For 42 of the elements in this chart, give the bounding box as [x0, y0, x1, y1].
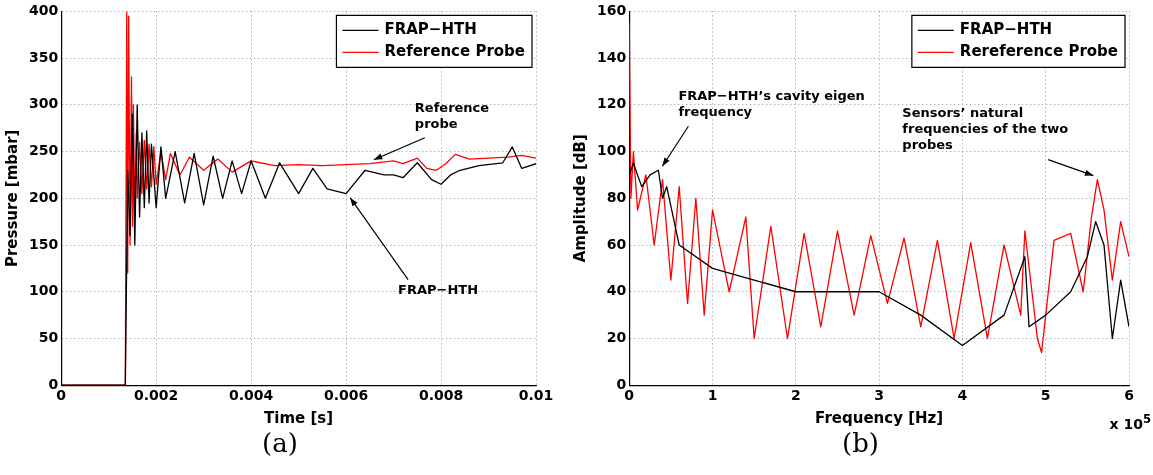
legend-label: Rereference Probe: [959, 42, 1118, 61]
text: (b): [842, 428, 879, 458]
annotation: Sensors’ natural frequencies of the two probes: [902, 105, 1069, 153]
text: (a): [261, 428, 299, 458]
y-tick-label: 80: [606, 188, 627, 205]
x-tick-label: 0.004: [228, 387, 274, 404]
y-tick-label: 120: [596, 95, 627, 112]
x-tick-label: 2: [790, 387, 801, 404]
y-tick-label: 60: [606, 235, 627, 252]
x-tick-label: 4: [957, 387, 968, 404]
y-axis-title: Pressure [mbar]: [2, 129, 21, 268]
y-tick-label: 250: [28, 142, 59, 159]
y-tick-label: 50: [38, 329, 59, 346]
x-tick-label: 6: [1124, 387, 1134, 404]
legend-label: FRAP−HTH: [959, 20, 1053, 39]
y-tick-label: 140: [596, 48, 627, 65]
annotation: Reference probe: [414, 99, 490, 131]
y-tick-label: 40: [606, 282, 627, 299]
x-axis-title: Time [s]: [264, 408, 334, 427]
x-tick-label: 0.006: [323, 387, 369, 404]
annotation: FRAP−HTH’s cavity eigen frequency: [678, 88, 865, 120]
y-tick-label: 400: [28, 2, 59, 19]
x-tick-label: 0.002: [134, 387, 179, 404]
x-tick-label: 0.01: [518, 387, 554, 404]
x-tick-label: 1: [707, 387, 718, 404]
y-tick-label: 20: [606, 329, 627, 346]
x-tick-label: 5: [1040, 387, 1051, 404]
y-tick-label: 350: [28, 48, 59, 65]
y-tick-label: 150: [28, 235, 59, 252]
annotation: FRAP−HTH: [398, 281, 479, 297]
text: x 10$^{5}$: [1109, 412, 1151, 432]
y-tick-label: 300: [28, 95, 59, 112]
y-tick-label: 200: [28, 188, 59, 205]
x-axis-title: Frequency [Hz]: [815, 408, 944, 427]
y-tick-label: 100: [596, 142, 627, 159]
legend-label: Reference Probe: [384, 42, 526, 61]
y-axis-title: Amplitude [dB]: [570, 134, 589, 263]
y-tick-label: 100: [28, 282, 59, 299]
legend-label: FRAP−HTH: [384, 20, 477, 39]
x-tick-label: 0.008: [418, 387, 464, 404]
x-tick-label: 3: [874, 387, 884, 404]
y-tick-label: 160: [596, 2, 627, 19]
